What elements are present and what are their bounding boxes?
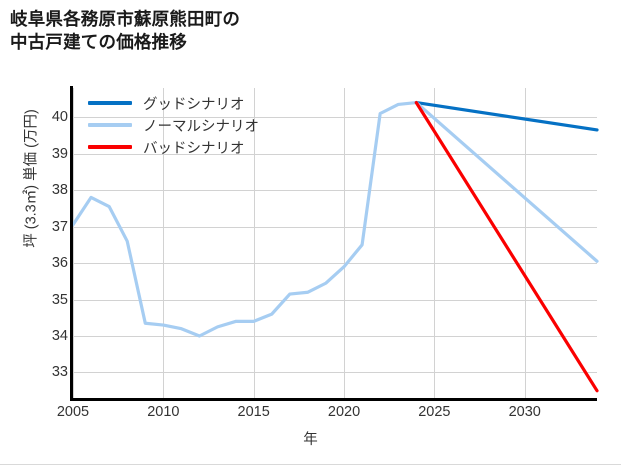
gridline-horizontal xyxy=(73,263,597,264)
x-tick-label: 2010 xyxy=(147,404,180,420)
series-line xyxy=(414,100,599,263)
gridline-vertical xyxy=(434,88,435,398)
gridline-vertical xyxy=(525,88,526,398)
y-tick-label: 36 xyxy=(51,255,68,272)
legend-item[interactable]: グッドシナリオ xyxy=(88,92,298,114)
y-tick-label: 34 xyxy=(51,328,68,344)
legend-item[interactable]: バッドシナリオ xyxy=(88,136,298,158)
gridline-horizontal xyxy=(73,336,597,337)
series-line xyxy=(414,100,599,132)
x-tick-label: 2030 xyxy=(508,404,541,420)
series-lines xyxy=(71,100,599,393)
legend-item[interactable]: ノーマルシナリオ xyxy=(88,114,298,136)
y-axis-tick-labels: 33 34 35 36 37 38 39 40 xyxy=(28,0,68,464)
legend-label: ノーマルシナリオ xyxy=(143,118,259,135)
y-tick-label: 38 xyxy=(51,182,68,199)
y-tick-label: 33 xyxy=(51,364,68,381)
gridline-vertical xyxy=(163,88,164,398)
x-tick-label: 2015 xyxy=(237,404,270,420)
x-tick-label: 2020 xyxy=(327,404,361,420)
gridline-vertical xyxy=(73,88,74,398)
legend-color-swatch xyxy=(88,145,132,149)
gridline-horizontal xyxy=(73,117,597,118)
x-tick-label: 2005 xyxy=(56,404,90,420)
y-axis-spine xyxy=(70,86,73,400)
y-tick-label: 37 xyxy=(51,218,68,235)
x-axis-label: 年 xyxy=(303,432,318,448)
y-tick-label: 40 xyxy=(51,109,68,126)
gridline-horizontal xyxy=(73,190,597,191)
x-axis-spine xyxy=(70,398,597,401)
gridline-horizontal xyxy=(73,300,597,301)
series-line xyxy=(414,100,599,393)
plot-area xyxy=(71,88,599,398)
y-axis-label: 坪 (3.3㎡) 単価 (万円) xyxy=(23,109,40,248)
page-title: 岐阜県各務原市蘇原熊田町の 中古戸建ての価格推移 xyxy=(10,9,241,53)
plot-background xyxy=(73,88,597,398)
x-tick-label: 2025 xyxy=(418,404,451,420)
series-line xyxy=(71,100,418,338)
gridline-vertical xyxy=(254,88,255,398)
legend-label: グッドシナリオ xyxy=(143,96,245,113)
gridline-horizontal xyxy=(73,372,597,373)
y-tick-label: 35 xyxy=(51,291,68,308)
legend-color-swatch xyxy=(88,123,132,127)
legend: グッドシナリオ ノーマルシナリオ バッドシナリオ xyxy=(88,92,298,158)
gridline-horizontal xyxy=(73,227,597,228)
legend-color-swatch xyxy=(88,101,132,105)
legend-label: バッドシナリオ xyxy=(143,140,245,157)
gridline-vertical xyxy=(344,88,345,398)
gridline-horizontal xyxy=(73,154,597,155)
y-tick-label: 39 xyxy=(51,145,68,162)
